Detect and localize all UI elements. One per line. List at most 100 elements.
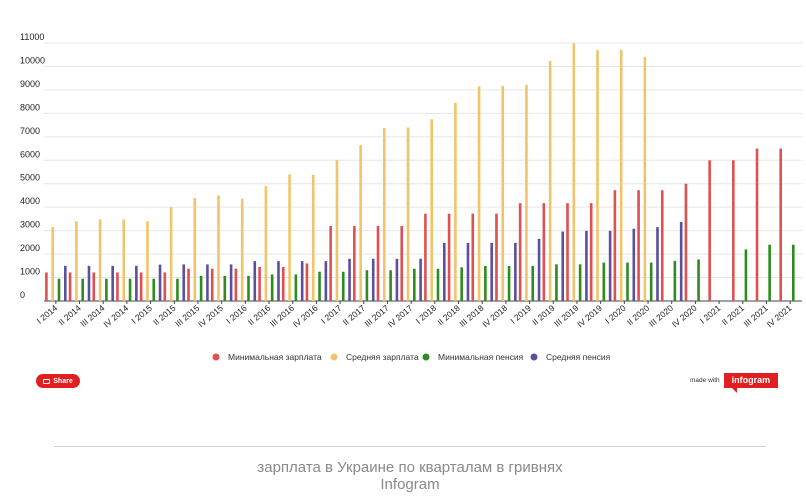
bar[interactable] <box>329 225 332 301</box>
bar[interactable] <box>744 249 748 301</box>
bar[interactable] <box>135 265 138 301</box>
bar[interactable] <box>105 278 108 301</box>
bar[interactable] <box>163 272 167 301</box>
bar[interactable] <box>81 278 84 301</box>
bar[interactable] <box>514 242 517 301</box>
bar[interactable] <box>389 270 392 301</box>
bar[interactable] <box>376 225 380 301</box>
bar[interactable] <box>537 238 541 301</box>
bar[interactable] <box>679 221 683 301</box>
share-button[interactable]: Share <box>36 374 80 388</box>
bar[interactable] <box>258 266 261 301</box>
bar[interactable] <box>566 203 569 301</box>
bar[interactable] <box>561 231 565 301</box>
bar[interactable] <box>206 264 209 301</box>
bar[interactable] <box>240 198 244 301</box>
legend-item[interactable]: Средняя пенсия <box>530 352 611 362</box>
bar[interactable] <box>116 272 119 301</box>
bar[interactable] <box>585 230 588 301</box>
bar[interactable] <box>92 272 96 301</box>
bar[interactable] <box>288 174 291 301</box>
bar[interactable] <box>649 262 653 301</box>
bar[interactable] <box>419 258 422 301</box>
bar[interactable] <box>643 57 647 302</box>
bar[interactable] <box>602 262 606 301</box>
bar[interactable] <box>518 203 522 301</box>
bar[interactable] <box>193 197 197 301</box>
bar[interactable] <box>454 102 457 302</box>
bar[interactable] <box>199 275 203 301</box>
bar[interactable] <box>424 213 427 301</box>
bar[interactable] <box>755 148 759 301</box>
bar[interactable] <box>395 258 399 301</box>
legend-item[interactable]: Средняя зарплата <box>330 352 419 362</box>
bar[interactable] <box>477 86 481 302</box>
bar[interactable] <box>122 219 126 301</box>
legend[interactable]: Минимальная зарплата Средняя зарплата Мини… <box>212 352 611 362</box>
bar[interactable] <box>548 60 552 301</box>
bar[interactable] <box>626 262 629 301</box>
bar[interactable] <box>63 265 67 301</box>
legend-item[interactable]: Минимальная пенсия <box>422 352 524 362</box>
bar[interactable] <box>708 160 711 301</box>
bar[interactable] <box>253 261 257 301</box>
bar[interactable] <box>507 265 511 301</box>
bar[interactable] <box>281 266 285 301</box>
bar[interactable] <box>277 261 280 301</box>
bar[interactable] <box>572 43 576 302</box>
bar[interactable] <box>359 145 362 301</box>
bar[interactable] <box>217 195 220 301</box>
bar[interactable] <box>68 272 72 301</box>
bar[interactable] <box>608 230 612 301</box>
bar[interactable] <box>229 264 233 301</box>
bar[interactable] <box>673 260 677 301</box>
bar[interactable] <box>406 127 410 301</box>
bar[interactable] <box>264 186 268 301</box>
bar[interactable] <box>247 275 250 301</box>
bar[interactable] <box>589 203 593 301</box>
legend-item[interactable]: Минимальная зарплата <box>212 352 322 362</box>
bar[interactable] <box>365 270 369 301</box>
bar[interactable] <box>324 261 328 301</box>
bar[interactable] <box>637 190 640 301</box>
bar[interactable] <box>619 50 623 301</box>
bar[interactable] <box>490 242 493 301</box>
bar[interactable] <box>305 263 309 301</box>
bar[interactable] <box>542 203 546 301</box>
bar[interactable] <box>87 265 91 301</box>
bar[interactable] <box>111 265 114 301</box>
bar[interactable] <box>300 261 304 301</box>
made-with-infogram[interactable]: made with infogram <box>690 373 779 393</box>
bar[interactable] <box>779 148 783 301</box>
bar[interactable] <box>146 221 149 301</box>
bar[interactable] <box>223 275 227 301</box>
bar[interactable] <box>234 268 238 301</box>
bar[interactable] <box>531 265 535 301</box>
bar[interactable] <box>792 244 795 301</box>
bar[interactable] <box>447 213 451 301</box>
bar[interactable] <box>348 258 351 301</box>
bar[interactable] <box>152 278 156 301</box>
bar[interactable] <box>158 264 162 301</box>
bar[interactable] <box>697 259 700 301</box>
bar[interactable] <box>442 242 446 301</box>
bar[interactable] <box>413 268 416 301</box>
bar[interactable] <box>98 219 102 301</box>
bar[interactable] <box>294 274 298 301</box>
bar[interactable] <box>555 264 558 301</box>
bar[interactable] <box>656 227 659 301</box>
bar[interactable] <box>684 183 688 301</box>
bar[interactable] <box>182 264 186 301</box>
bar[interactable] <box>57 278 61 301</box>
bar[interactable] <box>484 265 487 301</box>
bar[interactable] <box>335 160 339 301</box>
bar[interactable] <box>75 221 78 301</box>
bar[interactable] <box>139 272 143 301</box>
bar[interactable] <box>660 190 664 301</box>
bar[interactable] <box>187 268 190 301</box>
bar[interactable] <box>169 207 173 301</box>
bar[interactable] <box>176 278 179 301</box>
bar[interactable] <box>613 190 617 301</box>
bar[interactable] <box>471 213 475 301</box>
bar[interactable] <box>341 271 345 301</box>
